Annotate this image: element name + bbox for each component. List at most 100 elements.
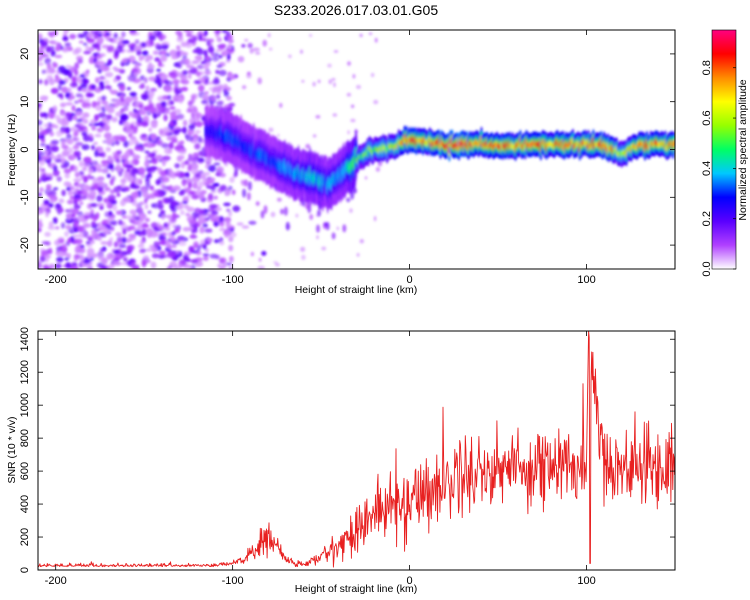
spectrogram-noise-cell bbox=[247, 181, 252, 191]
spectrogram-noise-cell bbox=[39, 95, 48, 102]
spectrogram-noise-cell bbox=[228, 185, 233, 191]
spectrogram-noise-cell bbox=[92, 177, 99, 185]
spectrogram-noise-cell bbox=[103, 227, 109, 235]
spectrogram-noise-cell bbox=[111, 135, 120, 142]
spectrogram-noise-cell bbox=[44, 231, 51, 237]
spectrogram-noise-cell bbox=[83, 102, 92, 107]
colorbar-tick-label: 0.8 bbox=[701, 60, 713, 75]
spectrogram-noise-cell bbox=[55, 203, 62, 210]
spectrogram-noise-cell bbox=[216, 37, 222, 43]
spectrogram-noise-cell bbox=[38, 50, 41, 56]
spectrogram-noise-cell bbox=[129, 160, 135, 166]
spectrogram-noise-cell bbox=[196, 71, 201, 77]
spectrogram-noise-cell bbox=[100, 241, 108, 245]
snr-ytick-label: 600 bbox=[19, 462, 31, 480]
spectrogram-noise-cell bbox=[87, 93, 95, 98]
spectrogram-noise-cell bbox=[114, 140, 120, 146]
spectrogram-noise-cell bbox=[223, 50, 228, 56]
spectrogram-noise-cell bbox=[144, 90, 149, 94]
spectrogram-noise-cell bbox=[49, 263, 55, 269]
spectrogram-noise-cell bbox=[215, 172, 221, 177]
spectrogram-noise-cell bbox=[76, 118, 83, 123]
spectrogram-noise-cell bbox=[43, 123, 51, 128]
spectrogram-noise-cell bbox=[227, 73, 235, 78]
spectrogram-noise-cell bbox=[67, 253, 71, 259]
spectrogram-noise-cell bbox=[312, 81, 316, 87]
spectrogram-noise-cell bbox=[75, 111, 83, 116]
spectrogram-noise-cell bbox=[228, 266, 233, 269]
spectrogram-noise-cell bbox=[188, 123, 196, 131]
spectrogram-noise-cell bbox=[163, 126, 171, 133]
spectrogram-noise-cell bbox=[219, 227, 226, 232]
spectrogram-noise-cell bbox=[167, 94, 172, 101]
spectrogram-noise-cell bbox=[50, 145, 59, 152]
spectrogram-noise-cell bbox=[145, 85, 150, 91]
colorbar-tick-label: 0.0 bbox=[701, 261, 713, 276]
spectrogram-noise-cell bbox=[90, 84, 96, 90]
spectrogram-noise-cell bbox=[140, 188, 148, 193]
spectrogram-noise-cell bbox=[121, 237, 127, 244]
spectrogram-noise-cell bbox=[301, 254, 306, 260]
spectrogram-noise-cell bbox=[160, 183, 166, 189]
spectrogram-noise-cell bbox=[61, 150, 70, 157]
spectrogram-noise-cell bbox=[210, 184, 216, 192]
spectrogram-noise-cell bbox=[91, 232, 100, 239]
spectrogram-noise-cell bbox=[180, 51, 189, 56]
spectrogram-noise-cell bbox=[158, 59, 162, 67]
spectrogram-noise-cell bbox=[217, 44, 226, 51]
spectrogram-noise-cell bbox=[373, 216, 377, 222]
spectrogram-noise-cell bbox=[90, 208, 95, 215]
spectrogram-noise-cell bbox=[120, 135, 126, 143]
snr-ytick-label: 1000 bbox=[19, 393, 31, 417]
spectrogram-noise-cell bbox=[229, 255, 234, 263]
spectrogram-noise-cell bbox=[203, 228, 213, 233]
spectrogram-noise-cell bbox=[97, 176, 105, 182]
spectrogram-noise-cell bbox=[87, 237, 93, 242]
spectrogram-noise-cell bbox=[196, 262, 204, 267]
spectrogram-noise-cell bbox=[179, 60, 184, 66]
spectrogram-noise-cell bbox=[123, 196, 131, 203]
spectrogram-noise-cell bbox=[175, 250, 180, 254]
spectrogram-noise-cell bbox=[39, 143, 46, 147]
spectrogram-noise-cell bbox=[359, 239, 364, 244]
spectrogram-noise-cell bbox=[74, 100, 79, 104]
spectrogram-noise-cell bbox=[88, 169, 94, 174]
colorbar-tick-label: 0.2 bbox=[701, 211, 713, 226]
spectrogram-noise-cell bbox=[66, 186, 71, 191]
spectrogram-noise-cell bbox=[223, 202, 231, 207]
spectrogram-noise-cell bbox=[105, 32, 111, 36]
spectrogram-noise-cell bbox=[209, 203, 218, 209]
spectrogram-noise-cell bbox=[301, 79, 305, 83]
spectrogram-noise-cell bbox=[158, 250, 166, 255]
spectrogram-noise-cell bbox=[112, 102, 119, 108]
spectrogram-noise-cell bbox=[349, 208, 353, 214]
spectrogram-noise-cell bbox=[38, 79, 43, 85]
spectrogram-noise-cell bbox=[213, 195, 218, 200]
spectrogram-noise-cell bbox=[59, 207, 64, 213]
spectrogram-noise-cell bbox=[201, 189, 207, 195]
spectrogram-noise-cell bbox=[81, 88, 87, 93]
spectrogram-noise-cell bbox=[65, 92, 71, 99]
spectrogram-noise-cell bbox=[160, 73, 168, 80]
spectrogram-noise-cell bbox=[194, 143, 200, 150]
spectrogram-noise-cell bbox=[129, 46, 135, 51]
spectrogram-noise-cell bbox=[121, 40, 130, 45]
spectrogram-noise-cell bbox=[206, 238, 213, 243]
spectrogram-noise-cell bbox=[111, 200, 117, 205]
spectrogram-noise-cell bbox=[228, 244, 234, 252]
spectrogram-noise-cell bbox=[82, 98, 91, 103]
spectrogram-noise-cell bbox=[73, 220, 79, 228]
spectrogram-noise-cell bbox=[151, 253, 160, 259]
spectrogram-noise-cell bbox=[347, 130, 350, 135]
spectrogram-noise-cell bbox=[83, 163, 91, 168]
spectrogram-noise-cell bbox=[97, 222, 101, 227]
spectrogram-noise-cell bbox=[168, 71, 175, 76]
spectrogram-noise-cell bbox=[215, 94, 221, 100]
spectrogram-noise-cell bbox=[182, 254, 189, 262]
spectrogram-noise-cell bbox=[158, 34, 167, 40]
spectrogram-noise-cell bbox=[96, 195, 103, 202]
spectrogram-noise-cell bbox=[225, 262, 233, 266]
snr-ytick-label: 800 bbox=[19, 429, 31, 447]
spectrogram-noise-cell bbox=[65, 102, 73, 106]
